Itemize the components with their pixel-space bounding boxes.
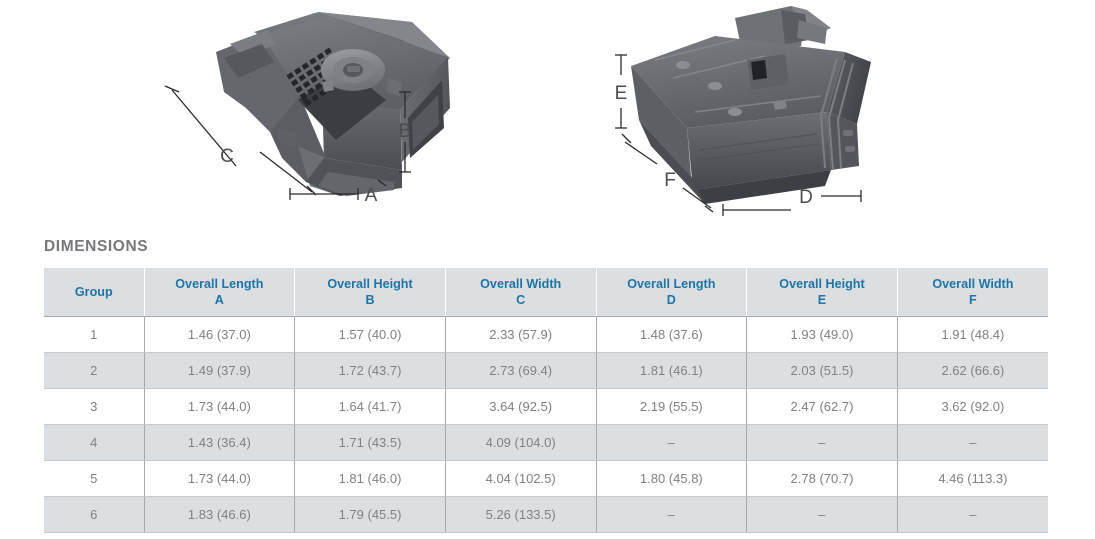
column-header-title: Group (74, 284, 113, 299)
connector-rear-view-figure: E F D (595, 0, 915, 228)
cell-length-d: 1.80 (45.8) (596, 460, 748, 497)
column-header-title: Overall Height (779, 276, 865, 291)
cell-width-c: 4.04 (102.5) (445, 460, 597, 497)
cell-group: 1 (44, 316, 145, 353)
dimension-label-d: D (799, 187, 813, 208)
cell-width-f: 1.91 (48.4) (897, 316, 1048, 353)
cell-height-b: 1.72 (43.7) (294, 352, 446, 389)
cell-height-b: 1.81 (46.0) (294, 460, 446, 497)
cell-length-a: 1.73 (44.0) (144, 388, 296, 425)
cell-width-c: 5.26 (133.5) (445, 496, 597, 533)
dimensions-table: Group Overall Length A Overall Height B … (44, 268, 1048, 533)
dimensions-table-wrapper: Group Overall Length A Overall Height B … (44, 268, 1048, 533)
connector-front-view-figure: C A B (150, 0, 460, 228)
cell-height-b: 1.79 (45.5) (294, 496, 446, 533)
dimension-label-e: E (615, 83, 628, 104)
cell-height-e: 1.93 (49.0) (746, 316, 898, 353)
cell-group: 4 (44, 424, 145, 461)
cell-length-a: 1.73 (44.0) (144, 460, 296, 497)
cell-width-f: – (897, 424, 1048, 461)
connector-rear-view-illustration: E F D (615, 6, 871, 216)
table-row: 2 1.49 (37.9) 1.72 (43.7) 2.73 (69.4) 1.… (44, 352, 1048, 389)
column-header-width-f: Overall Width F (897, 268, 1048, 317)
table-header-row: Group Overall Length A Overall Height B … (44, 268, 1048, 317)
cell-height-e: – (746, 424, 898, 461)
cell-width-f: 4.46 (113.3) (897, 460, 1048, 497)
cell-height-e: 2.03 (51.5) (746, 352, 898, 389)
column-header-title: Overall Length (627, 276, 716, 291)
cell-length-d: 2.19 (55.5) (596, 388, 748, 425)
cell-length-d: 1.81 (46.1) (596, 352, 748, 389)
cell-height-b: 1.64 (41.7) (294, 388, 446, 425)
table-row: 5 1.73 (44.0) 1.81 (46.0) 4.04 (102.5) 1… (44, 460, 1048, 497)
dimension-label-a: A (365, 185, 378, 206)
cell-width-f: – (897, 496, 1048, 533)
column-header-letter: A (214, 293, 224, 307)
cell-length-d: – (596, 424, 748, 461)
column-header-group: Group (44, 268, 145, 317)
cell-group: 3 (44, 388, 145, 425)
table-body: 1 1.46 (37.0) 1.57 (40.0) 2.33 (57.9) 1.… (44, 316, 1048, 533)
cell-length-a: 1.46 (37.0) (144, 316, 296, 353)
column-header-length-a: Overall Length A (144, 268, 296, 317)
sealing-ribs (819, 57, 854, 171)
label-plate (747, 54, 789, 90)
dimension-label-b: B (399, 121, 412, 142)
column-header-height-e: Overall Height E (746, 268, 898, 317)
column-header-letter: C (516, 293, 526, 307)
connector-body-rear (631, 6, 871, 204)
column-header-height-b: Overall Height B (294, 268, 446, 317)
cell-length-a: 1.43 (36.4) (144, 424, 296, 461)
connector-front-view-illustration: C A B (164, 12, 450, 206)
column-header-letter: B (365, 293, 375, 307)
cell-width-f: 2.62 (66.6) (897, 352, 1048, 389)
dimension-lines (164, 85, 411, 200)
cell-width-c: 2.73 (69.4) (445, 352, 597, 389)
cell-height-e: 2.78 (70.7) (746, 460, 898, 497)
section-heading-dimensions: DIMENSIONS (44, 238, 149, 255)
cell-group: 2 (44, 352, 145, 389)
column-header-length-d: Overall Length D (596, 268, 748, 317)
product-figures: C A B (0, 0, 1095, 228)
cell-height-b: 1.71 (43.5) (294, 424, 446, 461)
dimension-label-f: F (664, 170, 676, 191)
column-header-title: Overall Width (480, 276, 562, 291)
cell-height-e: 2.47 (62.7) (746, 388, 898, 425)
dimension-label-c: C (220, 146, 234, 167)
table-row: 3 1.73 (44.0) 1.64 (41.7) 3.64 (92.5) 2.… (44, 388, 1048, 425)
column-header-letter: D (666, 293, 676, 307)
column-header-title: Overall Height (327, 276, 413, 291)
cell-length-d: 1.48 (37.6) (596, 316, 748, 353)
cell-group: 6 (44, 496, 145, 533)
column-header-title: Overall Length (175, 276, 264, 291)
column-header-letter: E (817, 293, 827, 307)
cell-width-c: 3.64 (92.5) (445, 388, 597, 425)
column-header-title: Overall Width (932, 276, 1014, 291)
cell-height-b: 1.57 (40.0) (294, 316, 446, 353)
cell-group: 5 (44, 460, 145, 497)
connector-body-front (216, 12, 450, 196)
alignment-bumps (676, 61, 742, 116)
cell-width-f: 3.62 (92.0) (897, 388, 1048, 425)
column-header-width-c: Overall Width C (445, 268, 597, 317)
cell-width-c: 4.09 (104.0) (445, 424, 597, 461)
dimension-lines (615, 54, 862, 216)
cell-length-d: – (596, 496, 748, 533)
column-header-letter: F (969, 293, 977, 307)
cell-length-a: 1.49 (37.9) (144, 352, 296, 389)
table-row: 1 1.46 (37.0) 1.57 (40.0) 2.33 (57.9) 1.… (44, 316, 1048, 353)
rotary-boss (321, 49, 385, 91)
table-row: 4 1.43 (36.4) 1.71 (43.5) 4.09 (104.0) –… (44, 424, 1048, 461)
table-header: Group Overall Length A Overall Height B … (44, 268, 1048, 317)
cell-width-c: 2.33 (57.9) (445, 316, 597, 353)
cell-height-e: – (746, 496, 898, 533)
cell-length-a: 1.83 (46.6) (144, 496, 296, 533)
table-row: 6 1.83 (46.6) 1.79 (45.5) 5.26 (133.5) –… (44, 496, 1048, 533)
